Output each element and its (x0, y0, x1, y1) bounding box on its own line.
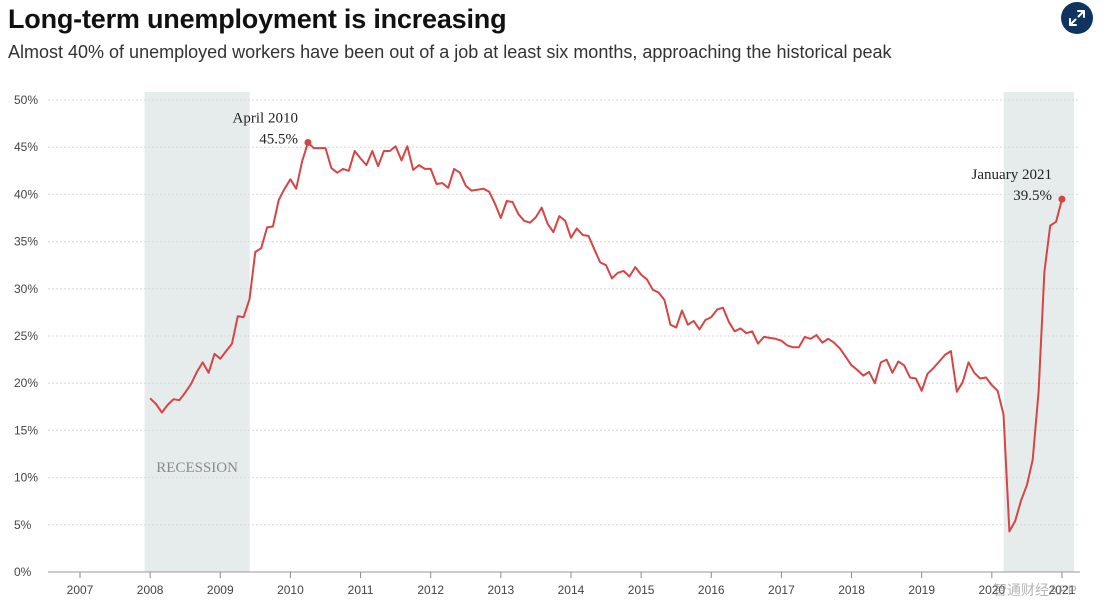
expand-button[interactable] (1061, 2, 1093, 34)
annotation-point (1058, 195, 1066, 203)
x-tick-label: 2021 (1049, 583, 1076, 597)
recession-band-1 (1003, 92, 1074, 572)
annotation-date: April 2010 (233, 110, 298, 126)
x-tick-label: 2016 (698, 583, 725, 597)
x-tick-label: 2010 (277, 583, 304, 597)
recession-band-0 (144, 92, 250, 572)
annotation-value: 45.5% (259, 131, 298, 147)
annotation-point (304, 138, 312, 146)
y-tick-label: 0% (14, 565, 32, 579)
annotation-value: 39.5% (1013, 188, 1052, 204)
x-tick-label: 2018 (838, 583, 865, 597)
series-line-0 (149, 141, 1063, 533)
y-tick-label: 20% (14, 376, 38, 390)
recession-label: RECESSION (156, 460, 238, 476)
y-tick-label: 40% (14, 187, 38, 201)
x-tick-label: 2013 (487, 583, 514, 597)
y-tick-label: 30% (14, 282, 38, 296)
y-tick-label: 25% (14, 329, 38, 343)
y-tick-label: 15% (14, 423, 38, 437)
x-tick-label: 2017 (768, 583, 795, 597)
watermark-text: 智通财经APP (993, 582, 1078, 598)
x-tick-label: 2014 (558, 583, 585, 597)
x-tick-label: 2015 (628, 583, 655, 597)
y-tick-label: 50% (14, 93, 38, 107)
y-tick-label: 45% (14, 140, 38, 154)
x-tick-label: 2011 (348, 583, 374, 597)
x-tick-label: 2019 (908, 583, 935, 597)
y-tick-label: 5% (14, 518, 32, 532)
x-tick-label: 2008 (137, 583, 164, 597)
x-tick-label: 2007 (67, 583, 94, 597)
chart-title: Long-term unemployment is increasing (8, 4, 507, 34)
x-tick-label: 2012 (417, 583, 444, 597)
annotation-date: January 2021 (972, 167, 1052, 183)
y-tick-label: 10% (14, 471, 38, 485)
expand-arrows-icon (1069, 10, 1085, 26)
chart-subtitle: Almost 40% of unemployed workers have be… (8, 42, 892, 62)
x-tick-label: 2020 (978, 583, 1005, 597)
y-tick-label: 35% (14, 235, 38, 249)
x-tick-label: 2009 (207, 583, 234, 597)
